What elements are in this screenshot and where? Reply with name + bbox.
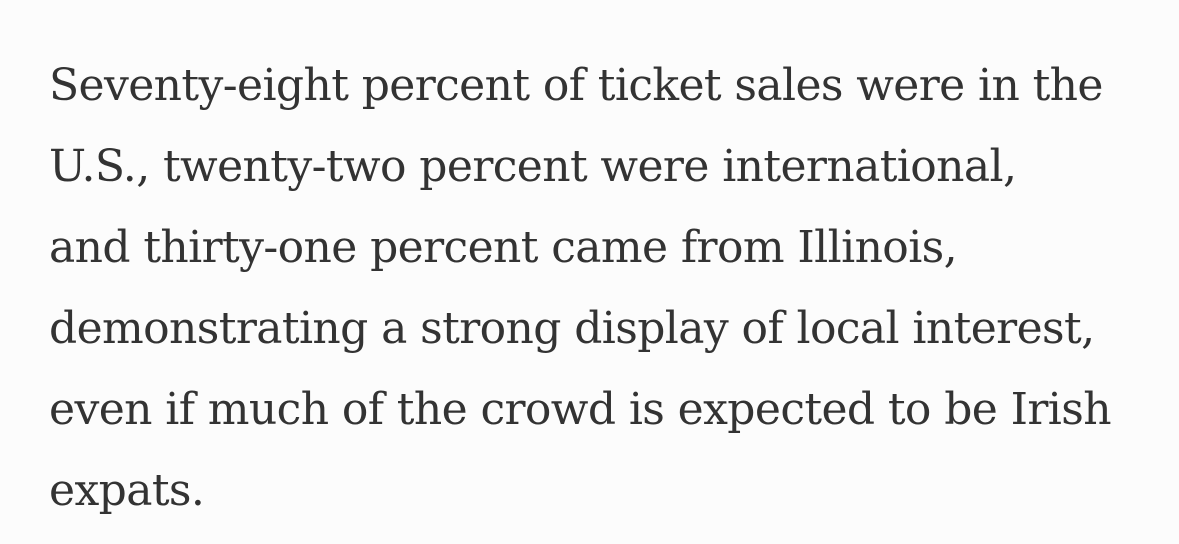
- paragraph-line: and thirty-one percent came from Illinoi…: [49, 222, 958, 273]
- article-body: Seventy-eight percent of ticket sales we…: [49, 45, 1159, 531]
- paragraph-line: U.S., twenty-two percent were internatio…: [49, 141, 1017, 192]
- paragraph-line: Seventy-eight percent of ticket sales we…: [49, 60, 1103, 111]
- article-paragraph: Seventy-eight percent of ticket sales we…: [49, 45, 1159, 531]
- paragraph-line: expats.: [49, 465, 205, 516]
- paragraph-line: even if much of the crowd is expected to…: [49, 384, 1112, 435]
- paragraph-line: demonstrating a strong display of local …: [49, 303, 1095, 354]
